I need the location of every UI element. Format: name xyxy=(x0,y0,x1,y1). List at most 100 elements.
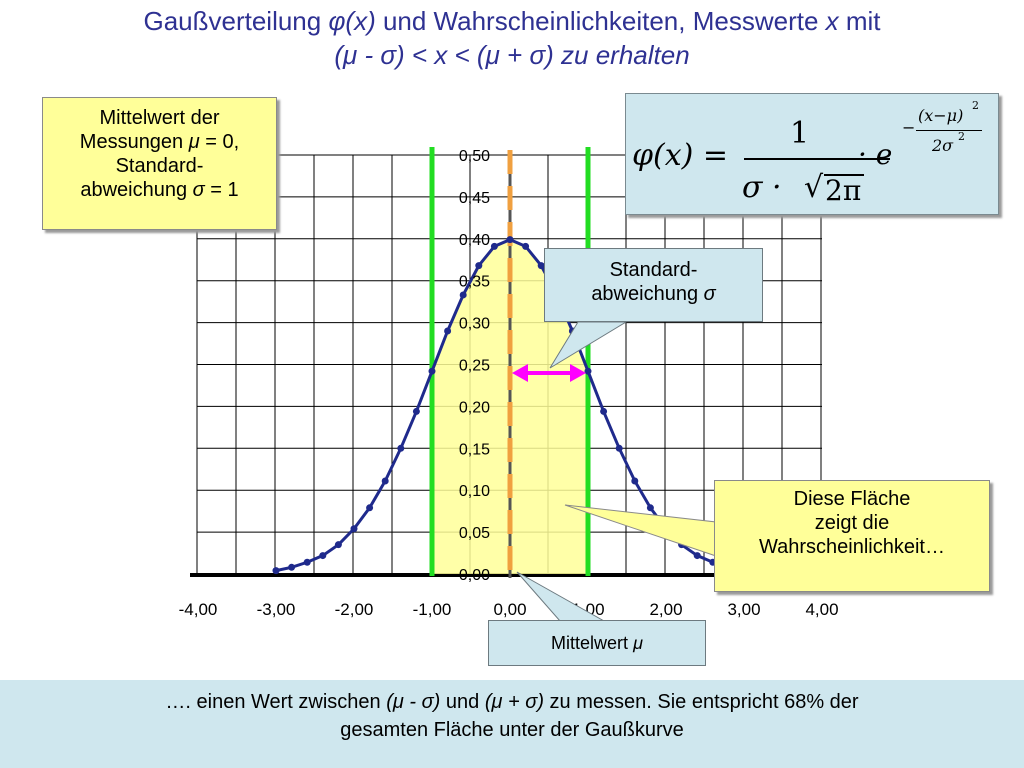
area-callout: Diese Fläche zeigt die Wahrscheinlichkei… xyxy=(714,480,990,592)
sigma-arrow-head-right xyxy=(570,364,586,382)
gauss-curve-point xyxy=(334,541,342,549)
y-tick-label: 0,30 xyxy=(459,316,490,333)
footer-text: …. einen Wert zwischen xyxy=(165,691,387,713)
params-line: abweichung σ = 1 xyxy=(43,178,276,202)
title-line-2: (μ - σ) < x < (μ + σ) zu erhalten xyxy=(334,40,690,70)
formula-exp-denominator: 2σ xyxy=(932,136,954,155)
callout-tails xyxy=(516,321,717,622)
sigma-arrow-head-left xyxy=(512,364,528,382)
sqrt-bar xyxy=(824,174,864,176)
area-callout-line: zeigt die xyxy=(814,512,890,534)
formula-box: φ(x) = 1 σ · √ 2π · e − (x−μ) 2 2σ 2 xyxy=(625,93,999,215)
formula-exp-num-power: 2 xyxy=(972,99,979,112)
area-callout-line: Wahrscheinlichkeit… xyxy=(759,536,945,558)
gauss-curve-point xyxy=(490,242,498,250)
gauss-curve-point xyxy=(272,567,280,575)
slide-title: Gaußverteilung φ(x) und Wahrscheinlichke… xyxy=(0,4,1024,72)
gauss-curve-point xyxy=(428,367,436,375)
sigma-arrow-layer xyxy=(512,364,586,382)
params-text: = 1 xyxy=(204,179,239,201)
y-tick-label: 0,50 xyxy=(459,148,490,165)
x-tick-label: 4,00 xyxy=(805,600,838,619)
y-tick-label: 0,20 xyxy=(459,399,490,416)
gauss-curve-point xyxy=(506,236,514,244)
title-x: x xyxy=(825,6,839,36)
formula-exp-numerator: (x−μ) xyxy=(918,106,964,125)
footer-interval-high: (μ + σ) xyxy=(484,691,544,713)
params-text: abweichung xyxy=(80,179,193,201)
gauss-curve-point xyxy=(397,444,405,452)
gauss-curve-point xyxy=(631,477,639,485)
mean-callout-tail xyxy=(516,571,606,622)
y-tick-label: 0,35 xyxy=(459,274,490,291)
formula-denominator-root: 2π xyxy=(825,174,862,207)
gauss-curve-point xyxy=(444,327,452,335)
footer-text: zu messen. Sie entspricht 68% der xyxy=(543,691,859,713)
gauss-curve-point xyxy=(319,552,327,560)
sigma-callout-text: abweichung xyxy=(591,283,704,305)
title-phi: φ(x) xyxy=(328,6,376,36)
formula-exp-bar xyxy=(916,130,982,131)
gauss-curve-point xyxy=(366,504,374,512)
x-tick-label: -3,00 xyxy=(257,600,296,619)
gauss-curve-point xyxy=(537,262,545,270)
formula-exp-minus: − xyxy=(902,118,916,137)
y-tick-label: 0,05 xyxy=(459,525,490,542)
gauss-curve-point xyxy=(350,525,358,533)
sigma-symbol: σ xyxy=(703,283,716,305)
sqrt-icon: √ xyxy=(804,170,824,205)
x-tick-labels: -4,00 -3,00 -2,00 -1,00 0,00 1,00 2,00 3,00 4,00 xyxy=(179,600,839,619)
y-tick-label: 0,25 xyxy=(459,358,490,375)
gauss-curve-point xyxy=(646,504,654,512)
formula-exp-den-power: 2 xyxy=(958,130,965,143)
formula-denominator-sigma: σ · xyxy=(742,170,782,205)
y-tick-labels: 0,00 0,05 0,10 0,15 0,20 0,25 0,30 0,35 0,40 0,45… xyxy=(459,148,490,584)
title-text: Gaußverteilung xyxy=(143,6,329,36)
footer-line-2: gesamten Fläche unter der Gaußkurve xyxy=(340,719,684,741)
params-line: Standard- xyxy=(115,155,204,177)
params-line: Mittelwert der xyxy=(99,107,220,129)
footer-interval-low: (μ - σ) xyxy=(386,691,441,713)
gauss-curve-point xyxy=(412,407,420,415)
y-tick-label: 0,15 xyxy=(459,441,490,458)
footer-text: und xyxy=(440,691,485,713)
title-line-1: Gaußverteilung φ(x) und Wahrscheinlichke… xyxy=(0,4,1024,38)
formula-fraction-bar xyxy=(744,158,890,160)
parameters-box: Mittelwert der Messungen μ = 0, Standard… xyxy=(42,97,277,230)
area-callout-line: Diese Fläche xyxy=(793,488,911,510)
gauss-curve-point xyxy=(615,444,623,452)
title-text: mit xyxy=(838,6,881,36)
title-text: und Wahrscheinlichkeiten, Messwerte xyxy=(375,6,826,36)
y-tick-label: 0,10 xyxy=(459,483,490,500)
gauss-curve-point xyxy=(584,367,592,375)
params-text: = 0, xyxy=(199,131,240,153)
mean-callout-text: Mittelwert xyxy=(551,633,634,653)
y-tick-label: 0,00 xyxy=(459,567,490,584)
y-tick-label: 0,40 xyxy=(459,232,490,249)
x-tick-label: 2,00 xyxy=(649,600,682,619)
gauss-chart: 0,00 0,05 0,10 0,15 0,20 0,25 0,30 0,35 0,40 0,45… xyxy=(179,147,839,622)
gauss-curve-point xyxy=(288,563,296,571)
mu-symbol: μ xyxy=(188,131,200,153)
formula-times-e: · e xyxy=(858,138,893,171)
x-tick-label: -4,00 xyxy=(179,600,218,619)
gauss-curve-point xyxy=(600,407,608,415)
x-tick-label: -1,00 xyxy=(413,600,452,619)
params-line: Messungen μ = 0, xyxy=(43,130,276,154)
x-tick-label: 0,00 xyxy=(493,600,526,619)
sigma-callout-tail xyxy=(549,321,628,369)
sigma-callout-line: Standard- xyxy=(609,259,698,281)
vertical-lines xyxy=(429,147,591,578)
footer-bar: …. einen Wert zwischen (μ - σ) und (μ + … xyxy=(0,680,1024,768)
params-text: Messungen xyxy=(79,131,189,153)
sigma-symbol: σ xyxy=(192,179,205,201)
gauss-curve-point xyxy=(303,558,311,566)
formula-numerator: 1 xyxy=(790,116,810,151)
sigma-callout-line: abweichung σ xyxy=(545,282,762,306)
mean-callout: Mittelwert μ xyxy=(488,620,706,666)
footer-line-1: …. einen Wert zwischen (μ - σ) und (μ + … xyxy=(0,688,1024,716)
sigma-callout: Standard- abweichung σ xyxy=(544,248,763,322)
x-tick-label: -2,00 xyxy=(335,600,374,619)
gauss-curve-point xyxy=(459,291,467,299)
x-tick-label: 3,00 xyxy=(727,600,760,619)
